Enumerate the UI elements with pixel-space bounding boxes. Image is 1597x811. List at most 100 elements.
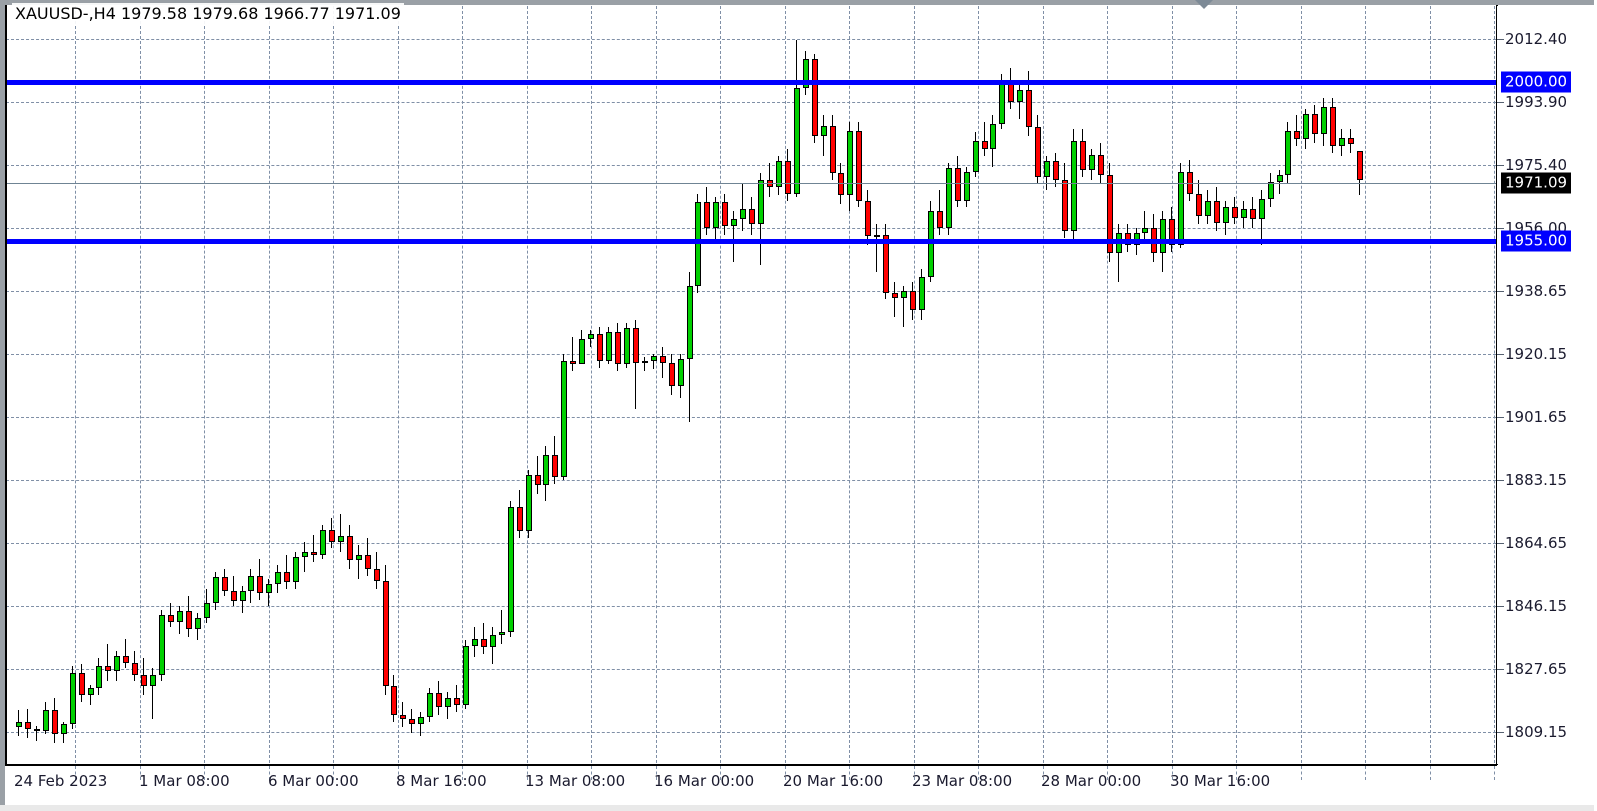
- candlestick: [1124, 224, 1131, 252]
- candlestick: [507, 500, 514, 638]
- candle-wick: [339, 514, 341, 552]
- candlestick: [614, 323, 621, 372]
- candlestick: [1357, 150, 1363, 195]
- price-tick: [1497, 102, 1504, 103]
- level-price-label[interactable]: 2000.00: [1501, 71, 1572, 93]
- time-axis-label: 28 Mar 00:00: [1041, 772, 1142, 790]
- price-tick: [1497, 417, 1504, 418]
- candle-body-bullish: [150, 674, 157, 687]
- candle-body-bullish: [972, 140, 979, 172]
- candle-body-bearish: [24, 722, 31, 730]
- level-price-label[interactable]: 1955.00: [1501, 230, 1572, 252]
- time-tick: [1494, 766, 1495, 780]
- candlestick: [1276, 169, 1283, 194]
- candlestick: [561, 354, 568, 481]
- candlestick: [275, 565, 282, 593]
- scale-marker-icon[interactable]: [1195, 0, 1213, 9]
- candle-wick: [1144, 210, 1146, 242]
- candle-body-bearish: [221, 577, 228, 591]
- candle-wick: [107, 643, 109, 682]
- gridline-vertical: [1430, 6, 1431, 763]
- candle-body-bullish: [355, 555, 362, 561]
- gridline-vertical: [204, 6, 205, 763]
- time-axis-label: 6 Mar 00:00: [268, 772, 359, 790]
- current-price-label: 1971.09: [1501, 172, 1572, 194]
- candlestick: [775, 156, 782, 196]
- candle-body-bullish: [60, 723, 67, 735]
- price-axis-label: 1901.65: [1505, 408, 1568, 426]
- candle-body-bearish: [373, 568, 380, 581]
- candlestick: [901, 285, 908, 327]
- candle-wick: [89, 684, 91, 706]
- gridline-vertical: [1043, 6, 1044, 763]
- candlestick: [409, 708, 416, 733]
- chart-plot-area[interactable]: [6, 6, 1496, 763]
- price-axis-label: 1975.40: [1505, 156, 1568, 174]
- candlestick: [1258, 190, 1265, 245]
- gridline-vertical: [140, 6, 141, 763]
- candlestick: [221, 568, 228, 597]
- candle-body-bullish: [319, 529, 326, 556]
- candle-body-bullish: [1321, 106, 1328, 135]
- horizontal-level-line[interactable]: [6, 239, 1496, 244]
- candle-body-bullish: [427, 693, 434, 718]
- candle-wick: [652, 354, 654, 370]
- candlestick: [686, 272, 693, 423]
- candle-wick: [420, 712, 422, 736]
- candle-body-bullish: [1088, 154, 1095, 170]
- candle-body-bullish: [802, 59, 809, 89]
- candle-body-bullish: [1339, 137, 1346, 147]
- candlestick: [1240, 200, 1247, 228]
- horizontal-level-line[interactable]: [6, 80, 1496, 85]
- candlestick: [856, 122, 863, 208]
- candle-body-bullish: [16, 722, 22, 728]
- candle-body-bearish: [910, 290, 916, 310]
- price-axis[interactable]: 2012.40 1993.90 1975.40 1956.00 1938.65 1920.…: [1497, 6, 1597, 764]
- time-tick: [462, 766, 463, 780]
- gridline-horizontal: [6, 165, 1496, 166]
- candle-wick: [903, 285, 905, 327]
- candlestick: [552, 435, 559, 484]
- candle-body-bearish: [704, 202, 711, 228]
- candle-body-bullish: [963, 171, 970, 201]
- candle-wick: [402, 701, 404, 728]
- price-tick: [1497, 291, 1504, 292]
- candle-body-bullish: [445, 698, 452, 707]
- candlestick: [820, 115, 827, 157]
- time-tick: [720, 766, 721, 780]
- plot-bottom-axis-border: [5, 764, 1497, 766]
- candlestick: [1348, 129, 1355, 153]
- candle-body-bearish: [1312, 113, 1319, 135]
- candle-body-bearish: [1249, 209, 1256, 220]
- candle-body-bearish: [516, 507, 523, 532]
- candle-wick: [1278, 169, 1280, 194]
- candlestick: [194, 613, 201, 641]
- time-tick: [527, 766, 528, 780]
- candle-body-bullish: [650, 355, 657, 361]
- candlestick: [498, 609, 505, 644]
- candle-body-bullish: [239, 591, 246, 602]
- candlestick: [606, 326, 613, 365]
- candle-body-bullish: [1240, 209, 1247, 218]
- candle-body-bullish: [42, 710, 49, 731]
- candle-body-bearish: [784, 161, 791, 194]
- candlestick: [257, 558, 264, 600]
- price-axis-label: 1864.65: [1505, 534, 1568, 552]
- candle-body-bullish: [758, 180, 765, 225]
- candlestick: [418, 712, 425, 736]
- price-axis-label: 1993.90: [1505, 93, 1568, 111]
- candlestick: [525, 469, 532, 539]
- gridline-vertical: [269, 6, 270, 763]
- window-bottom-border: [0, 805, 1597, 811]
- candle-body-bullish: [275, 572, 282, 585]
- time-axis[interactable]: 24 Feb 2023 1 Mar 08:00 6 Mar 00:00 8 Mar 1…: [6, 766, 1597, 805]
- candle-wick: [125, 638, 127, 668]
- candlestick: [427, 688, 434, 723]
- candle-body-bearish: [570, 360, 577, 365]
- gridline-horizontal: [6, 291, 1496, 292]
- candle-body-bullish: [212, 577, 219, 603]
- candlestick: [1249, 197, 1256, 228]
- candlestick: [722, 193, 729, 235]
- candlestick: [784, 149, 791, 201]
